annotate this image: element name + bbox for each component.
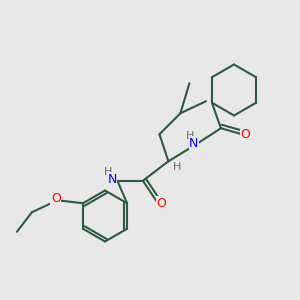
Text: N: N: [107, 173, 117, 186]
Text: O: O: [51, 192, 61, 205]
Text: O: O: [241, 128, 250, 141]
Text: H: H: [173, 162, 182, 172]
Text: H: H: [186, 131, 194, 141]
Text: H: H: [104, 167, 112, 177]
Text: O: O: [157, 197, 166, 210]
Text: N: N: [189, 137, 199, 150]
